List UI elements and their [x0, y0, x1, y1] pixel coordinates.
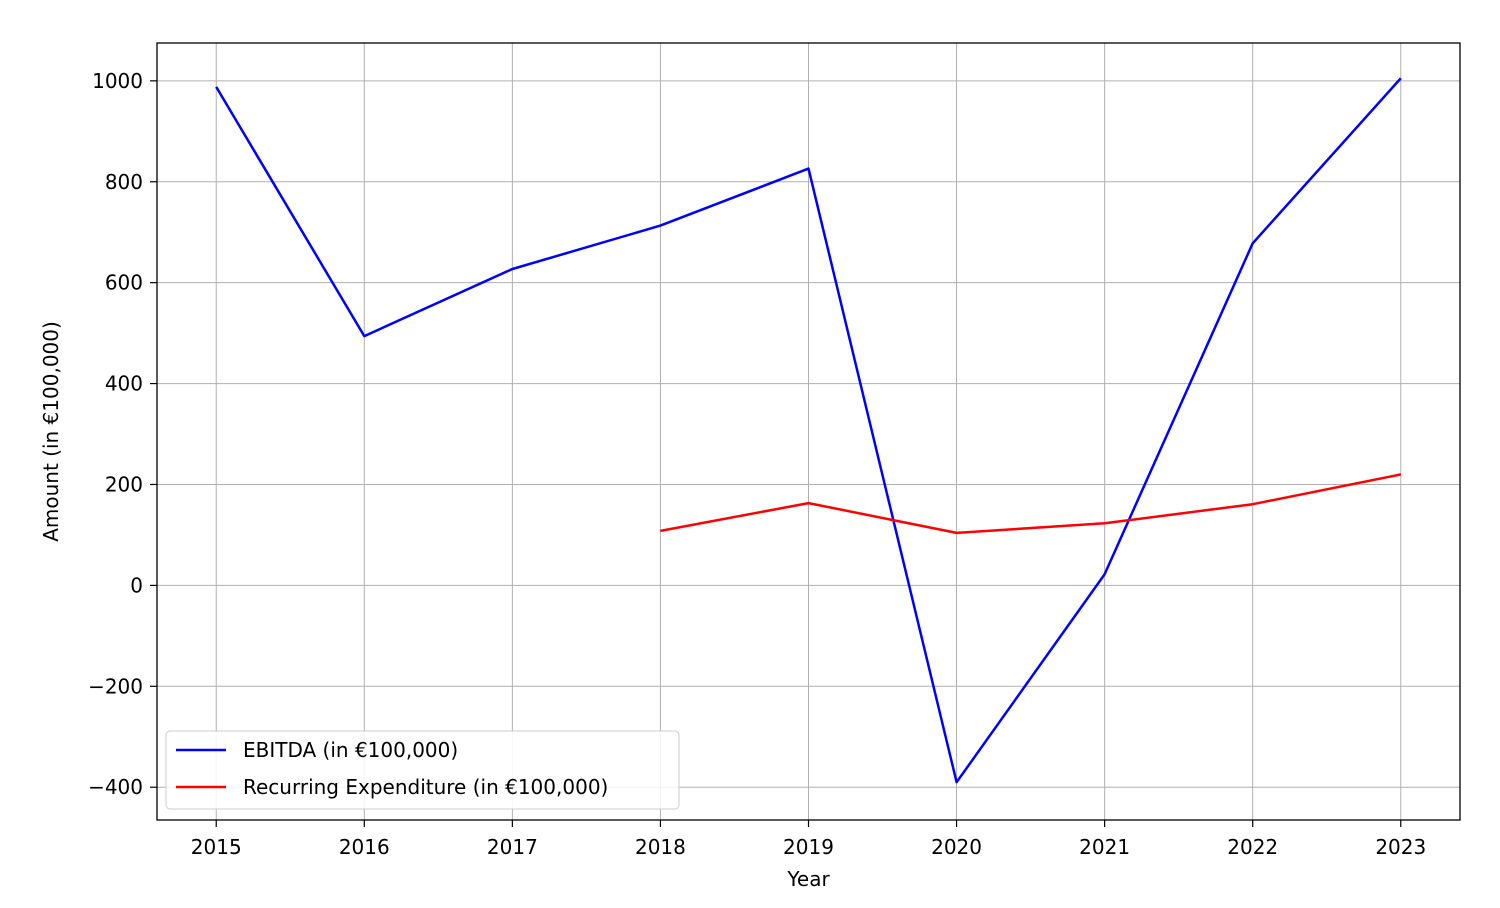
y-tick-label: 200: [105, 472, 143, 496]
y-axis-label: Amount (in €100,000): [39, 321, 63, 542]
legend-label-recurring-expenditure: Recurring Expenditure (in €100,000): [243, 775, 608, 799]
x-tick-label: 2017: [487, 835, 538, 859]
legend: EBITDA (in €100,000) Recurring Expenditu…: [165, 730, 680, 810]
x-tick-label: 2020: [931, 835, 982, 859]
legend-label-ebitda: EBITDA (in €100,000): [243, 738, 458, 762]
grid-lines: [157, 43, 1460, 820]
x-tick-label: 2019: [783, 835, 834, 859]
y-tick-label: −400: [88, 775, 143, 799]
y-tick-label: 400: [105, 372, 143, 396]
y-tick-label: −200: [88, 674, 143, 698]
x-tick-label: 2023: [1375, 835, 1426, 859]
series-lines: [215, 77, 1402, 784]
series-line-1: [660, 473, 1402, 535]
legend-box: [165, 730, 680, 810]
x-tick-label: 2022: [1227, 835, 1278, 859]
y-tick-label: 800: [105, 170, 143, 194]
y-tick-label: 1000: [92, 69, 143, 93]
x-axis-label: Year: [786, 867, 830, 891]
y-tick-label: 0: [130, 573, 143, 597]
x-axis-ticks: 2015 2016 2017 2018 2019 2020 2021 2022 2023: [191, 820, 1426, 859]
x-tick-label: 2015: [191, 835, 242, 859]
x-tick-label: 2018: [635, 835, 686, 859]
y-tick-label: 600: [105, 271, 143, 295]
y-axis-ticks: −400 −200 0 200 400 600 800 1000: [88, 69, 157, 799]
x-tick-label: 2021: [1079, 835, 1130, 859]
x-tick-label: 2016: [339, 835, 390, 859]
